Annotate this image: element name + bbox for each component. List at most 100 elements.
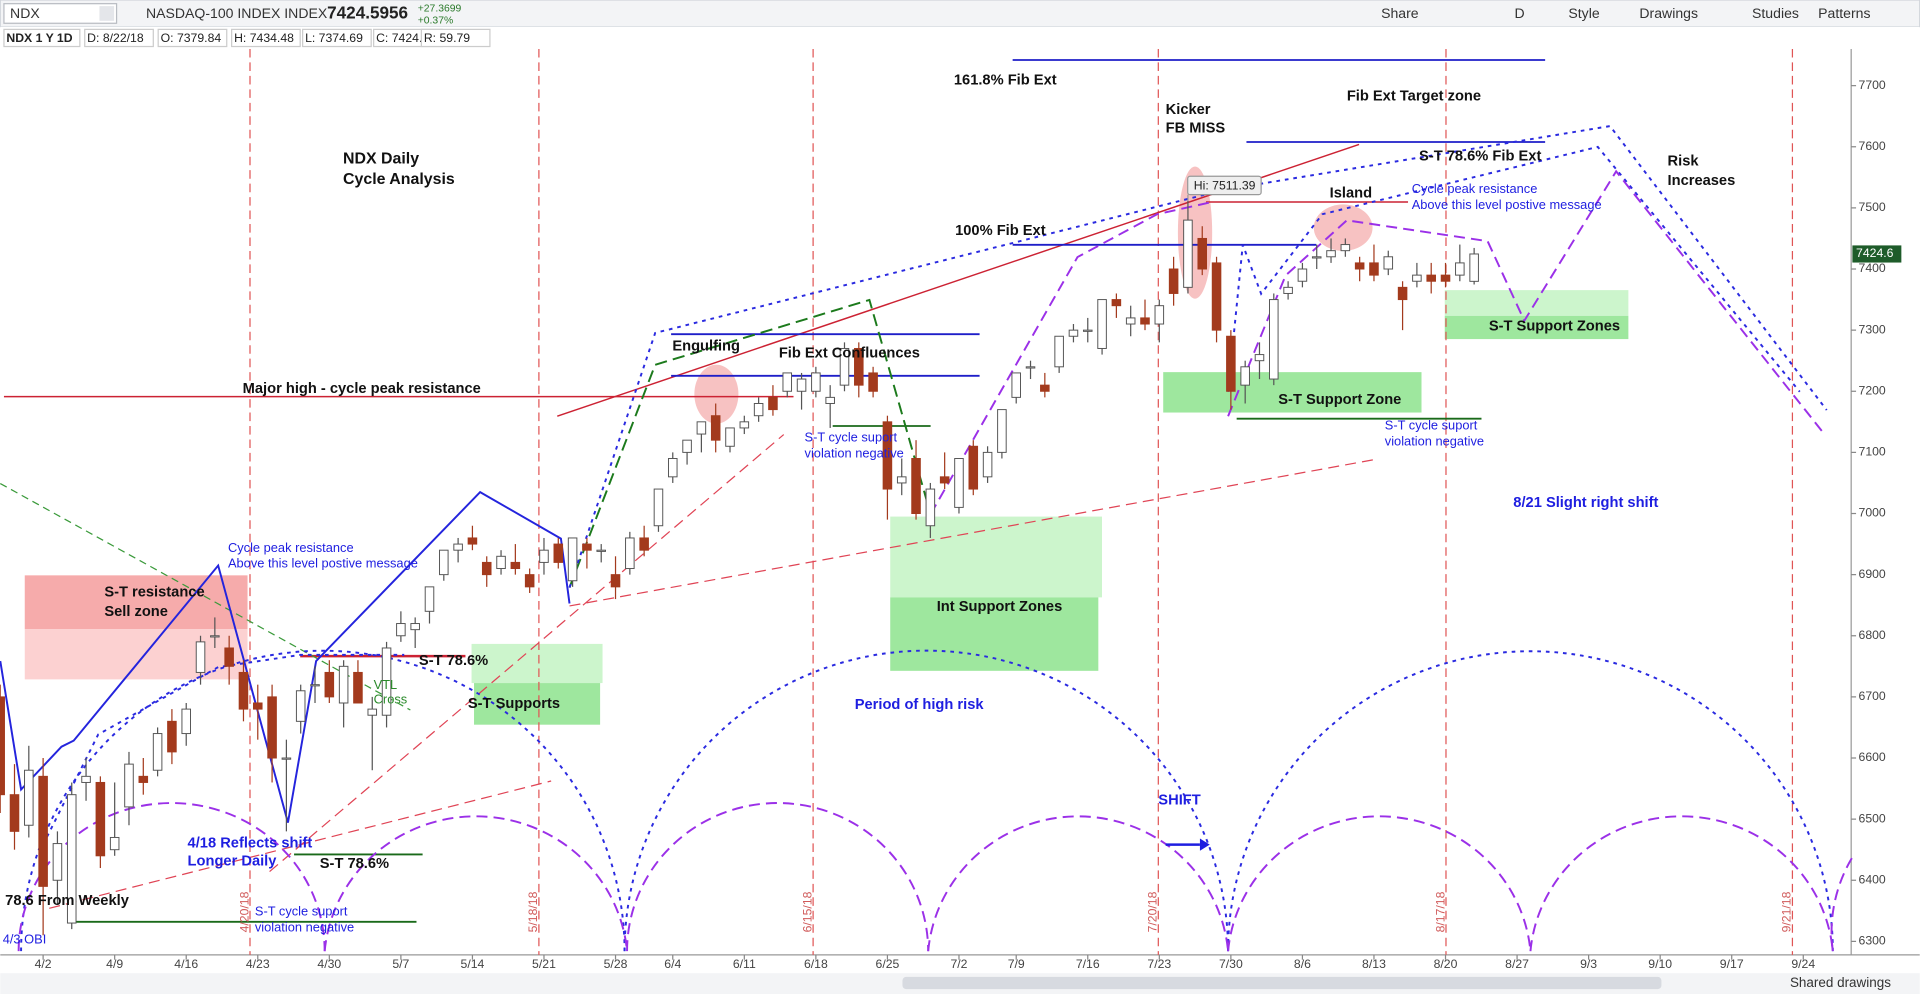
toolbar-button[interactable]: Studies [1752, 5, 1799, 21]
x-tick-label: 8/6 [1294, 957, 1311, 971]
annotation: Above this level postive message [1412, 197, 1602, 212]
info-box [420, 28, 491, 48]
candle-body [653, 488, 664, 527]
info-box [84, 28, 154, 48]
toolbar-button[interactable]: Share [1381, 5, 1419, 21]
candle-body [725, 427, 735, 447]
toolbar-button[interactable]: Drawings [1639, 5, 1698, 21]
info-text: H: 7434.48 [234, 31, 294, 45]
drawings [0, 48, 1856, 955]
x-tick-label: 4/9 [106, 957, 123, 971]
candle-body [811, 372, 821, 392]
candle-body [295, 690, 306, 722]
scroll-thumb[interactable] [902, 976, 1662, 990]
x-tick-label: 4/30 [317, 957, 341, 971]
candle-body [1154, 305, 1165, 325]
candle-body [1297, 268, 1308, 282]
toolbar-button[interactable]: Patterns [1818, 5, 1870, 21]
y-tick-label: 6700 [1859, 689, 1886, 703]
symbol[interactable]: NDX [10, 5, 40, 21]
info-text: NDX 1 Y 1D [6, 31, 72, 45]
candle-body [1311, 256, 1322, 259]
x-tick-label: 7/9 [1008, 957, 1025, 971]
y-tick-label: 6300 [1859, 934, 1886, 948]
candle-body [138, 775, 149, 783]
candle-body [753, 402, 764, 417]
candle-body [868, 372, 878, 392]
candle-body [1240, 366, 1250, 386]
candle-body [1226, 335, 1236, 392]
candle-body [81, 775, 91, 783]
x-tick-label: 7/30 [1219, 957, 1243, 971]
candle-body [1426, 274, 1436, 282]
candle-body [152, 733, 163, 771]
support-zone [471, 643, 603, 684]
annotation: 8/21 Slight right shift [1513, 495, 1658, 511]
candle-body [1125, 317, 1136, 325]
cycle-date-label: 4/20/18 [237, 891, 251, 932]
candle-body [567, 537, 578, 582]
candle-body [882, 421, 893, 490]
toolbar-button[interactable]: Style [1568, 5, 1599, 21]
candle-body [496, 555, 506, 570]
cycle-projections [20, 125, 1834, 952]
projection [0, 490, 571, 823]
info-box [157, 28, 228, 48]
candle-body [396, 623, 406, 637]
candle-body [596, 549, 606, 552]
info-text: R: 59.79 [424, 31, 470, 45]
toolbar-button[interactable]: D [1515, 5, 1525, 21]
x-tick-label: 8/27 [1505, 957, 1529, 971]
cycle-date-label: 6/15/18 [800, 891, 814, 932]
support-zone [1444, 315, 1629, 340]
annotation: 100% Fib Ext [955, 223, 1046, 239]
x-tick-label: 4/2 [35, 957, 52, 971]
last-price-tag [1852, 245, 1902, 263]
footer-button[interactable]: Shared drawings [1790, 975, 1891, 990]
candle-body [796, 378, 807, 392]
candle-body [267, 696, 277, 759]
candle-body [1397, 286, 1408, 301]
candle-body [1354, 262, 1365, 270]
candle-body [854, 347, 864, 386]
annotation: S-T 78.6% [419, 653, 488, 669]
candle-body [109, 836, 120, 851]
x-tick-label: 5/21 [532, 957, 556, 971]
candle-body [1040, 384, 1050, 392]
x-tick-label: 9/17 [1720, 957, 1744, 971]
symbol-input[interactable] [3, 3, 118, 24]
x-tick-label: 9/3 [1580, 957, 1597, 971]
annotation: Kicker [1166, 102, 1211, 118]
info-text: C: 7424.6 [376, 31, 429, 45]
labels: 4/20/18 5/18/18 6/15/18 7/20/18 8/17/18 9/21/… [3, 73, 1794, 947]
candle-body [181, 708, 191, 735]
candle-body [124, 763, 134, 808]
candle-body [925, 488, 936, 527]
y-tick-label: 6600 [1859, 750, 1886, 764]
candle-body [782, 372, 793, 392]
candle-body [524, 574, 535, 588]
y-tick-label: 7300 [1859, 322, 1886, 336]
annotation: Island [1330, 185, 1372, 201]
candle-body [1183, 219, 1193, 288]
candle-body [968, 445, 979, 490]
candle-body [768, 396, 778, 411]
candle-body [1025, 366, 1036, 369]
dropdown[interactable] [99, 6, 115, 21]
last-price-label: 7424.6 [1856, 246, 1894, 260]
cycle-date-lines [249, 48, 1794, 955]
candle-body [1011, 372, 1021, 398]
annotation: Fib Ext Confluences [779, 346, 920, 362]
candle-body [582, 543, 592, 551]
annotation: Above this level postive message [228, 556, 418, 571]
cycle-date-label: 8/17/18 [1433, 891, 1447, 932]
info-text: L: 7374.69 [305, 31, 363, 45]
x-tick-label: 9/10 [1648, 957, 1672, 971]
candle-body [1211, 262, 1222, 331]
candle-body [252, 702, 263, 710]
candle-body [281, 757, 292, 760]
candle-body [467, 537, 478, 545]
projection [568, 298, 932, 588]
